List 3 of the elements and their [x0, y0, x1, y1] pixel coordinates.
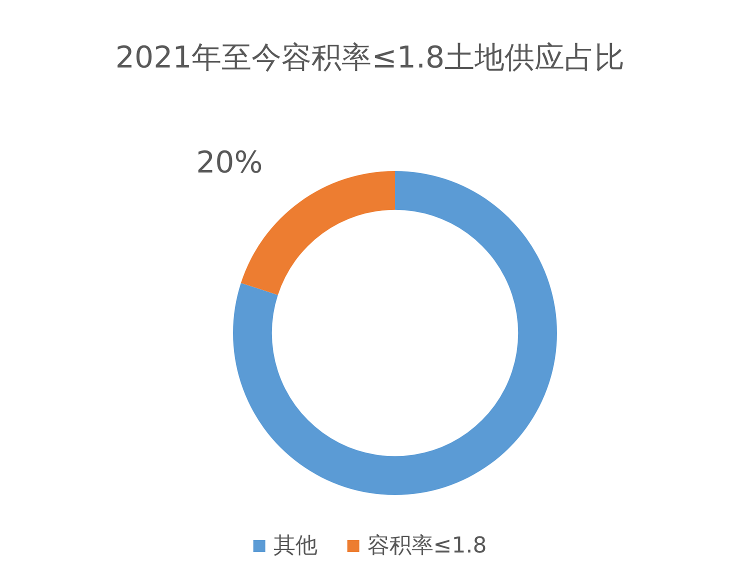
title: 2021年至今容积率≤1.8土地供应占比 [115, 40, 625, 76]
legend-label: 容积率≤1.8 [367, 534, 487, 558]
legend-label: 其他 [273, 534, 318, 558]
